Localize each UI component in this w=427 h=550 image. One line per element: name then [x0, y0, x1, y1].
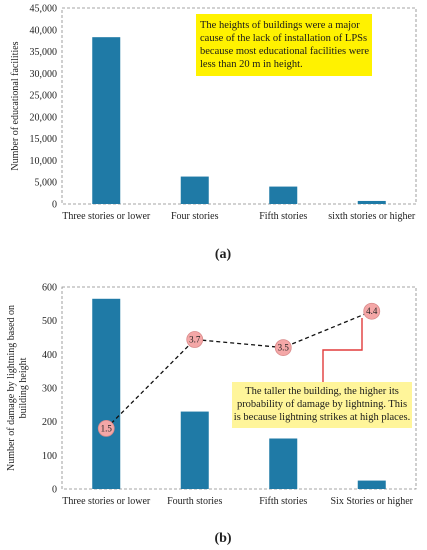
b-y-tick: 100 — [42, 451, 57, 462]
a-y-tick: 25,000 — [30, 91, 58, 102]
chart-a-y-ticks: 0 5,000 10,000 15,000 20,000 25,000 30,000 35,0… — [30, 4, 58, 211]
chart-a-bars — [92, 37, 386, 204]
chart-a-annotation: The heights of buildings were a major cau… — [196, 14, 372, 76]
b-y-axis-label-line: building height — [18, 357, 29, 418]
chart-a-y-axis-label: Number of educational facilities — [10, 41, 21, 170]
a-bar — [269, 186, 298, 204]
chart-b-annotation-connector — [322, 318, 363, 382]
chart-a-annotation-box — [196, 14, 372, 76]
b-bar — [180, 411, 209, 489]
b-probability-label: 3.7 — [189, 335, 201, 345]
chart-b-y-ticks: 0 100 200 300 400 500 600 — [42, 283, 57, 496]
chart-b: Number of damage by lightning based onbu… — [6, 283, 417, 546]
b-y-tick: 0 — [52, 485, 57, 496]
b-category-label: Three stories or lower — [62, 496, 151, 507]
a-y-tick: 20,000 — [30, 112, 58, 123]
b-annotation-line: probability of damage by lightning. This — [237, 399, 407, 410]
b-bar — [269, 438, 298, 489]
chart-b-plot-border — [61, 286, 417, 490]
chart-a: Number of educational facilities 0 5,000 1… — [10, 4, 417, 262]
a-y-tick: 5,000 — [35, 178, 58, 189]
a-annotation-line: cause of the lack of installation of LPS… — [200, 33, 367, 44]
a-category-label: Three stories or lower — [62, 211, 151, 222]
chart-a-category-labels: Three stories or lower Four stories Fifth … — [62, 211, 416, 222]
b-bar — [357, 480, 386, 489]
chart-b-probability-line — [105, 310, 372, 429]
a-category-label: Fifth stories — [259, 211, 307, 222]
b-y-tick: 200 — [42, 417, 57, 428]
b-bar — [92, 298, 121, 489]
chart-a-plot-border — [61, 7, 417, 205]
a-annotation-line: The heights of buildings were a major — [200, 20, 360, 31]
a-bar — [180, 176, 209, 204]
chart-b-annotation: The taller the building, the higher its p… — [232, 318, 412, 428]
chart-b-annotation-text: The taller the building, the higher its p… — [234, 386, 410, 423]
a-category-label: sixth stories or higher — [328, 211, 416, 222]
chart-b-category-labels: Three stories or lower Fourth stories Fift… — [62, 496, 413, 507]
a-y-tick: 10,000 — [30, 156, 58, 167]
b-probability-label: 1.5 — [101, 423, 113, 433]
a-annotation-line: less than 20 m in height. — [200, 59, 303, 70]
b-category-label: Fourth stories — [167, 496, 222, 507]
chart-a-panel-label: (a) — [215, 247, 232, 262]
b-probability-label: 3.5 — [278, 343, 290, 353]
b-y-tick: 400 — [42, 350, 57, 361]
a-y-tick: 40,000 — [30, 25, 58, 36]
b-y-tick: 600 — [42, 283, 57, 294]
b-annotation-line: The taller the building, the higher its — [245, 386, 399, 397]
chart-a-annotation-text: The heights of buildings were a major cau… — [200, 20, 369, 70]
a-y-tick: 30,000 — [30, 69, 58, 80]
b-annotation-line: is because lightning strikes at high pla… — [234, 412, 410, 423]
b-probability-marker — [274, 339, 292, 357]
a-bar — [357, 200, 386, 204]
b-y-tick: 500 — [42, 316, 57, 327]
chart-b-annotation-box — [232, 382, 412, 428]
b-probability-marker — [186, 331, 204, 348]
a-y-tick: 35,000 — [30, 47, 58, 58]
b-probability-label: 4.4 — [366, 306, 378, 316]
b-y-tick: 300 — [42, 384, 57, 395]
b-y-axis-label-line: Number of damage by lightning based on — [6, 305, 17, 471]
a-y-tick: 15,000 — [30, 134, 58, 145]
b-category-label: Fifth stories — [259, 496, 307, 507]
a-category-label: Four stories — [171, 211, 219, 222]
b-probability-marker — [363, 302, 381, 320]
a-y-tick: 0 — [52, 200, 57, 211]
a-bar — [92, 37, 121, 204]
a-y-tick: 45,000 — [30, 4, 58, 15]
chart-b-bars — [92, 298, 386, 489]
chart-b-panel-label: (b) — [214, 531, 231, 546]
a-annotation-line: because most educational facilities were — [200, 46, 369, 57]
b-probability-marker — [97, 419, 115, 437]
b-category-label: Six Stories or higher — [331, 496, 414, 507]
chart-b-y-axis-label: Number of damage by lightning based onbu… — [6, 305, 29, 471]
chart-b-markers: 1.5 3.7 3.5 4.4 — [97, 302, 381, 437]
